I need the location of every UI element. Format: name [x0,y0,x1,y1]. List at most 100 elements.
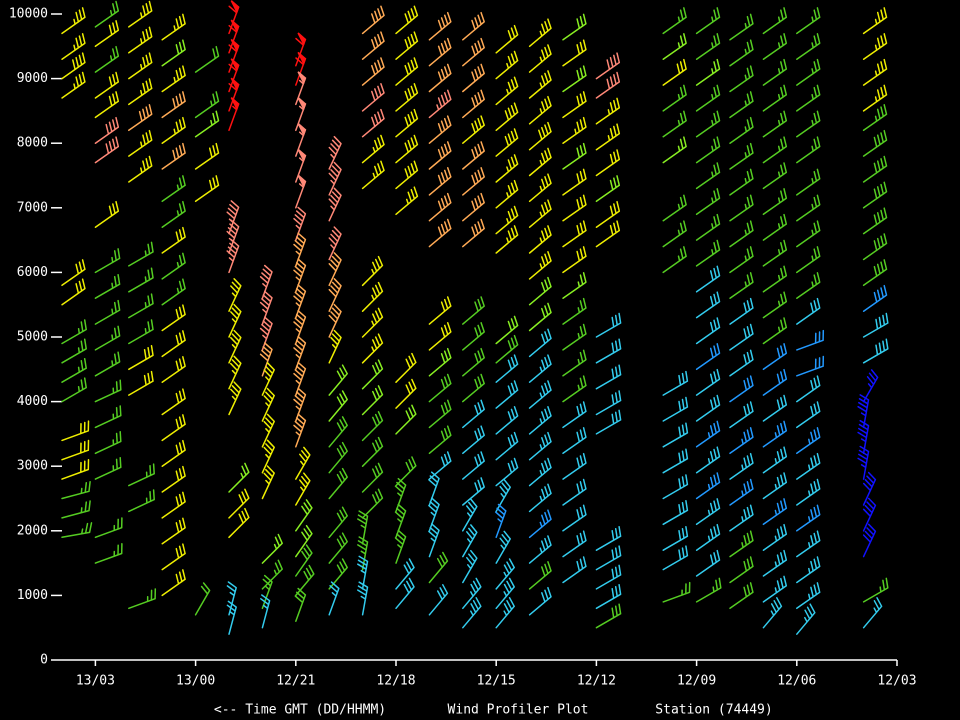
wind-barb [796,504,821,532]
wind-barb [194,91,220,119]
barb-staff [562,504,587,532]
barb-pennant [297,174,307,189]
barb-staff [762,523,788,551]
barb-staff [428,192,452,222]
barb-staff [562,452,587,480]
wind-barb [128,267,154,293]
wind-barb [796,375,821,403]
barb-staff [395,5,419,35]
barb-staff [94,20,120,48]
wind-barb [395,352,417,383]
barb-staff [862,284,888,312]
wind-barb [328,416,348,448]
barb-staff [428,63,452,93]
barb-staff [161,13,186,41]
barb-staff [428,425,452,455]
wind-barb [729,297,754,325]
wind-barb [328,161,342,196]
barb-staff [462,37,485,67]
y-tick-label: 8000 [17,136,48,151]
wind-barb [395,31,419,60]
barb-staff [695,394,721,422]
barb-staff [762,420,788,448]
barb-staff [94,325,121,351]
wind-barb [128,588,157,610]
wind-barb [528,121,552,151]
barb-staff [293,232,307,267]
barb-staff [528,121,552,151]
barb-staff [595,149,621,177]
wind-barb [862,33,888,60]
barb-staff [328,329,342,364]
barb-staff [61,500,91,519]
barb-staff [796,504,821,532]
barb-pennant [230,97,240,111]
wind-barb [796,136,821,164]
wind-barb [428,497,440,532]
barb-staff [528,354,552,383]
barb-staff [61,480,91,500]
wind-barb [261,559,283,590]
barb-staff [328,252,342,287]
wind-barb [762,523,788,551]
wind-barb [61,259,86,287]
barb-staff [361,411,384,442]
wind-barb [395,5,419,35]
wind-barb [259,290,273,325]
wind-barb [729,427,754,455]
barb-staff [357,536,369,571]
wind-barb [857,394,870,429]
barb-staff [729,220,754,248]
wind-barb [528,173,552,203]
barb-staff [595,364,622,390]
barb-staff [194,582,211,616]
barb-staff [128,489,155,513]
wind-barb [762,84,788,112]
barb-staff [695,265,721,293]
barb-staff [796,246,821,274]
barb-staff [495,558,515,590]
barb-staff [428,141,452,170]
wind-barb [495,478,511,513]
barb-staff [395,378,417,409]
barb-staff [595,200,621,228]
barb-staff [562,427,587,455]
barb-staff [361,5,385,35]
barb-staff [857,419,870,455]
wind-barb [293,284,307,319]
barb-staff [161,330,186,358]
barb-staff [495,577,515,610]
wind-barb [462,167,485,196]
barb-pennant [297,148,307,163]
barb-staff [528,225,552,254]
wind-barb [428,296,452,325]
barb-staff [94,0,120,28]
wind-barb [161,13,186,41]
wind-barb [128,104,153,132]
wind-barb [729,13,754,41]
barb-staff [161,175,186,203]
barb-staff [161,569,186,597]
wind-barb [293,206,307,241]
wind-barb [528,457,552,487]
wind-barb [295,446,311,480]
barb-staff [695,188,721,216]
wind-barb [862,233,888,261]
y-tick-label: 4000 [17,394,48,409]
wind-barb [428,218,452,248]
wind-barb [128,463,155,487]
barb-staff [228,488,250,519]
wind-barb [528,328,552,358]
barb-staff [161,39,186,67]
wind-barb [361,255,384,287]
wind-barb [462,477,485,506]
wind-barb [495,225,519,254]
wind-barb [128,293,154,319]
barb-staff [796,297,821,325]
wind-barb [562,39,587,67]
barb-staff [695,213,721,241]
y-tick-label: 9000 [17,71,48,86]
barb-staff [729,116,754,144]
barb-staff [361,57,385,86]
barb-staff [328,226,342,261]
